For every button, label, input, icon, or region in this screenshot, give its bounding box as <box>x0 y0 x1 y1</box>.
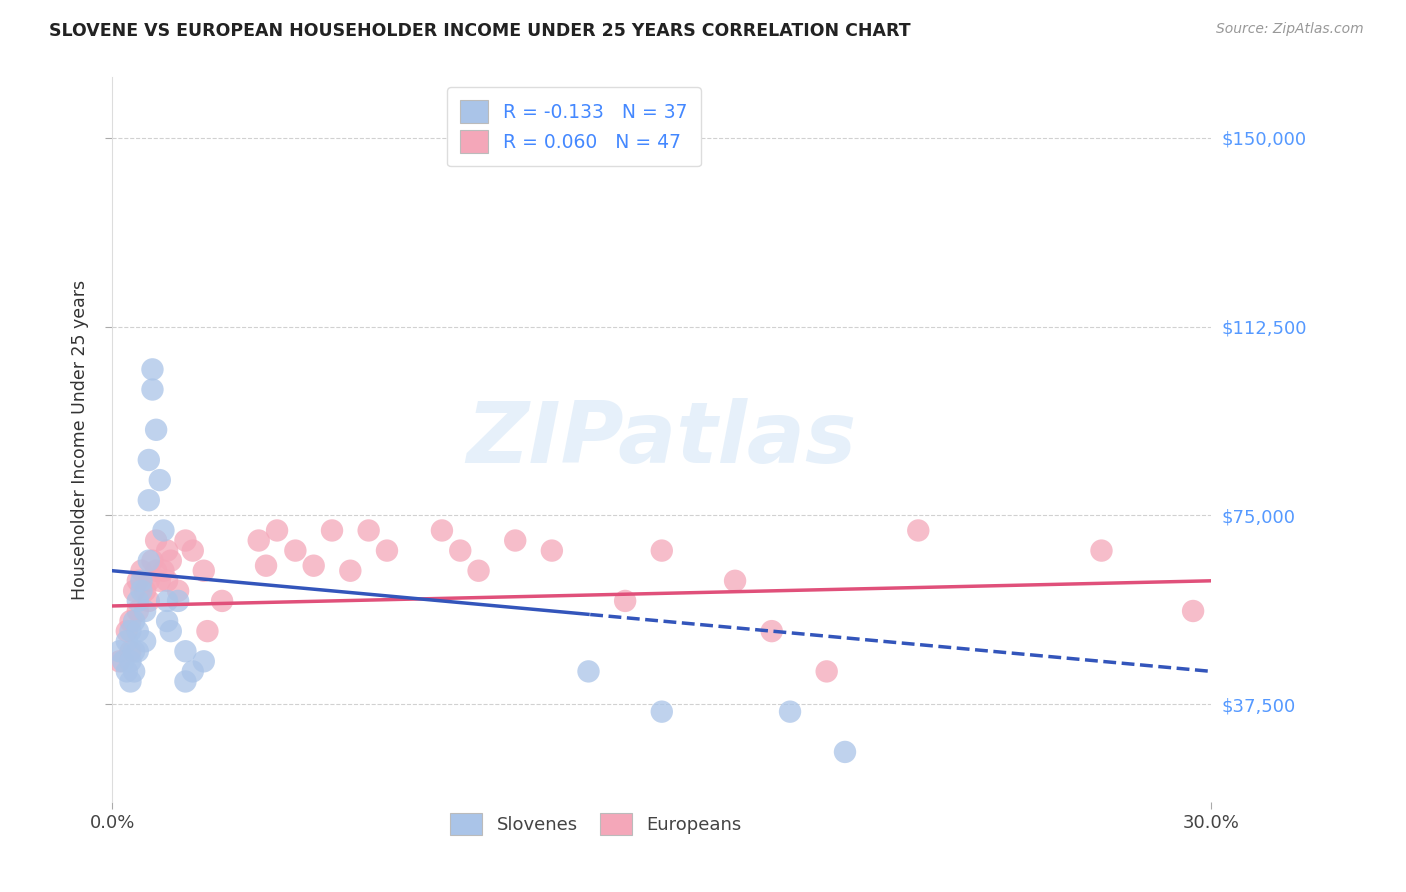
Point <box>120 624 142 639</box>
Point <box>149 473 172 487</box>
Point <box>108 654 131 668</box>
Point <box>357 524 380 538</box>
Point <box>181 543 204 558</box>
Point <box>339 564 361 578</box>
Point <box>112 654 135 668</box>
Point <box>156 594 179 608</box>
Point <box>156 614 179 628</box>
Point <box>156 543 179 558</box>
Point <box>134 634 156 648</box>
Point <box>141 362 163 376</box>
Point <box>127 644 149 658</box>
Point <box>115 634 138 648</box>
Point <box>193 654 215 668</box>
Text: ZIPatlas: ZIPatlas <box>467 399 856 482</box>
Point <box>115 665 138 679</box>
Point <box>145 423 167 437</box>
Point <box>138 574 160 588</box>
Point <box>430 524 453 538</box>
Point <box>131 574 153 588</box>
Point <box>159 624 181 639</box>
Point <box>174 674 197 689</box>
Point <box>120 654 142 668</box>
Point <box>108 644 131 658</box>
Point <box>174 533 197 548</box>
Point <box>247 533 270 548</box>
Point <box>1090 543 1112 558</box>
Point <box>131 583 153 598</box>
Point <box>149 574 172 588</box>
Point <box>120 674 142 689</box>
Point <box>302 558 325 573</box>
Point <box>724 574 747 588</box>
Point <box>779 705 801 719</box>
Point <box>266 524 288 538</box>
Point <box>141 383 163 397</box>
Point <box>193 564 215 578</box>
Point <box>156 574 179 588</box>
Point <box>167 594 190 608</box>
Point <box>131 564 153 578</box>
Point <box>503 533 526 548</box>
Point <box>127 604 149 618</box>
Point <box>284 543 307 558</box>
Point <box>651 705 673 719</box>
Point <box>375 543 398 558</box>
Point <box>122 614 145 628</box>
Point <box>120 614 142 628</box>
Point <box>159 554 181 568</box>
Text: SLOVENE VS EUROPEAN HOUSEHOLDER INCOME UNDER 25 YEARS CORRELATION CHART: SLOVENE VS EUROPEAN HOUSEHOLDER INCOME U… <box>49 22 911 40</box>
Point <box>127 594 149 608</box>
Point <box>152 524 174 538</box>
Point <box>651 543 673 558</box>
Point <box>321 524 343 538</box>
Point <box>127 624 149 639</box>
Point <box>834 745 856 759</box>
Point <box>115 624 138 639</box>
Point <box>1182 604 1205 618</box>
Point <box>145 533 167 548</box>
Point <box>122 665 145 679</box>
Point <box>181 665 204 679</box>
Point <box>815 665 838 679</box>
Point <box>134 583 156 598</box>
Point <box>120 644 142 658</box>
Y-axis label: Householder Income Under 25 years: Householder Income Under 25 years <box>72 280 89 600</box>
Point <box>174 644 197 658</box>
Point <box>138 554 160 568</box>
Point <box>141 554 163 568</box>
Point <box>467 564 489 578</box>
Point <box>907 524 929 538</box>
Point <box>122 644 145 658</box>
Point <box>122 583 145 598</box>
Point <box>211 594 233 608</box>
Point <box>138 594 160 608</box>
Point <box>449 543 471 558</box>
Point <box>578 665 600 679</box>
Point <box>127 574 149 588</box>
Point <box>541 543 564 558</box>
Point <box>614 594 637 608</box>
Point <box>152 564 174 578</box>
Point <box>197 624 219 639</box>
Point <box>167 583 190 598</box>
Point <box>134 604 156 618</box>
Point <box>138 453 160 467</box>
Point <box>254 558 277 573</box>
Legend: Slovenes, Europeans: Slovenes, Europeans <box>441 804 751 844</box>
Point <box>761 624 783 639</box>
Point <box>138 493 160 508</box>
Point <box>145 564 167 578</box>
Text: Source: ZipAtlas.com: Source: ZipAtlas.com <box>1216 22 1364 37</box>
